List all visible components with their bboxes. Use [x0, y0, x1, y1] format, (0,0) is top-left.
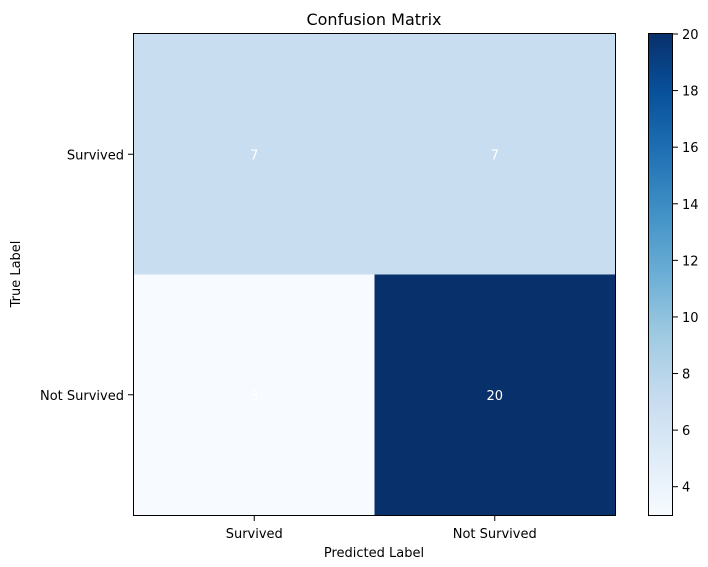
x-axis-label: Predicted Label	[324, 546, 424, 561]
x-tick-label: Not Survived	[453, 527, 537, 542]
x-tick-label: Survived	[226, 527, 283, 542]
heatmap-cell	[374, 34, 616, 275]
cell-value-labels: 7 7 3 20	[250, 148, 503, 404]
colorbar-tick-label: 16	[682, 141, 699, 156]
chart-title: Confusion Matrix	[306, 10, 441, 29]
y-tick-label: Survived	[67, 148, 124, 163]
cell-value-label: 3	[250, 389, 258, 404]
y-axis-ticks: Survived Not Survived	[40, 148, 133, 404]
colorbar-tick-label: 8	[682, 368, 690, 383]
x-axis-ticks: Survived Not Survived	[226, 516, 537, 542]
cell-value-label: 20	[486, 389, 503, 404]
y-tick-label: Not Survived	[40, 389, 124, 404]
colorbar-tick-label: 12	[682, 254, 699, 269]
colorbar-ticks: 4 6 8 10 12 14 16 18 20	[673, 28, 699, 496]
colorbar-tick-label: 10	[682, 311, 699, 326]
heatmap-cells	[134, 34, 616, 516]
heatmap-cell	[134, 274, 375, 516]
cell-value-label: 7	[491, 148, 499, 163]
colorbar-tick-label: 4	[682, 481, 690, 496]
heatmap-cell	[134, 34, 375, 275]
colorbar-tick-label: 18	[682, 85, 699, 100]
colorbar-tick-label: 6	[682, 424, 690, 439]
colorbar-tick-label: 14	[682, 198, 699, 213]
colorbar-tick-label: 20	[682, 28, 699, 43]
y-axis-label: True Label	[9, 241, 24, 309]
colorbar	[648, 33, 673, 516]
heatmap-cell	[374, 274, 616, 516]
cell-value-label: 7	[250, 148, 258, 163]
plot-frame	[133, 33, 616, 516]
